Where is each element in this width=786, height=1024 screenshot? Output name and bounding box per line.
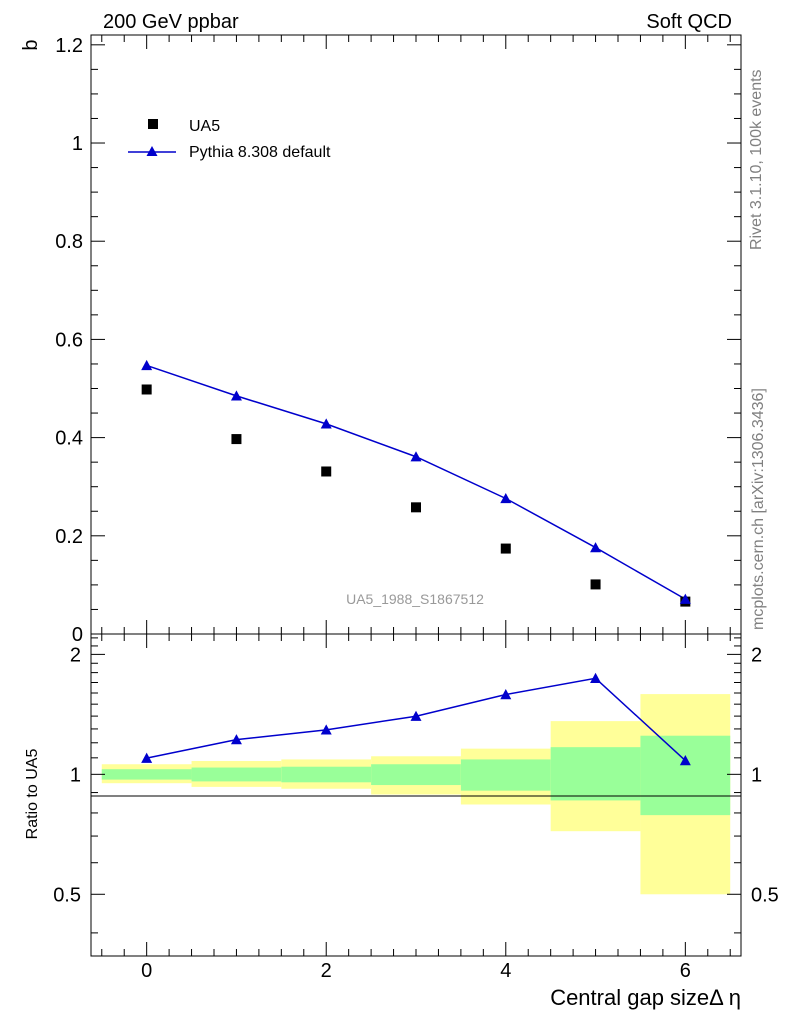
- ratio-data-marks: [141, 672, 691, 766]
- x-tick-label: 2: [321, 960, 332, 982]
- ratio-point-pythia: [679, 755, 691, 766]
- ratio-point-pythia: [410, 710, 422, 721]
- rivet-version-label: Rivet 3.1.10, 100k events: [748, 69, 765, 250]
- data-point-ua5: [500, 543, 511, 554]
- band-inner: [640, 735, 731, 816]
- band-inner: [281, 766, 372, 783]
- legend-mc-marker: [146, 146, 158, 156]
- band-inner: [191, 767, 282, 782]
- ratio-frame: [90, 633, 742, 957]
- data-point-ua5: [590, 579, 601, 590]
- ratio-point-pythia: [141, 752, 153, 763]
- band-inner: [460, 759, 551, 791]
- main-y-tick-label: 0.6: [55, 329, 83, 351]
- ratio-y-tick-label-right: 2: [751, 644, 762, 666]
- main-y-tick-label: 0.2: [55, 526, 83, 548]
- main-y-tick-label: 1: [72, 133, 83, 155]
- x-axis-label: Central gap sizeΔ η: [550, 985, 741, 1010]
- ratio-point-pythia: [230, 734, 242, 745]
- main-y-axis-label: b: [20, 39, 42, 50]
- analysis-label: UA5_1988_S1867512: [346, 591, 484, 607]
- x-tick-label: 4: [500, 960, 511, 982]
- band-inner: [550, 747, 641, 801]
- data-point-ua5: [141, 384, 152, 395]
- mc-series-line: [146, 364, 686, 600]
- ratio-point-pythia: [320, 724, 332, 735]
- legend-data-label: UA5: [189, 118, 220, 135]
- ratio-axis-ticks: 0.5 0.5 1 1 2 2 0 2 4 6: [53, 634, 779, 982]
- band-inner: [101, 769, 192, 780]
- uncertainty-bands: [101, 694, 731, 895]
- ratio-y-axis-label: Ratio to UA5: [24, 749, 41, 840]
- ratio-point-pythia: [590, 672, 602, 683]
- mc-point-pythia: [230, 390, 242, 401]
- mc-point-pythia: [320, 418, 332, 429]
- ratio-y-tick-label-right: 1: [751, 764, 762, 786]
- mc-point-pythia: [679, 593, 691, 604]
- mc-point-pythia: [590, 542, 602, 553]
- mc-point-pythia: [500, 492, 512, 504]
- ratio-y-tick-label-right: 0.5: [751, 884, 779, 906]
- main-axis-ticks: 0 0.2 0.4 0.6 0.8 1 1.2: [55, 35, 741, 646]
- main-y-tick-label: 0.4: [55, 428, 83, 450]
- ratio-point-pythia: [500, 689, 512, 700]
- x-tick-label: 6: [680, 960, 691, 982]
- data-point-ua5: [231, 434, 242, 445]
- data-point-ua5: [321, 466, 332, 477]
- ratio-y-tick-label-left: 1: [70, 764, 81, 786]
- main-panel: b UA5_1988_S1867512 UA5 Pythia 8.308 def…: [20, 34, 742, 646]
- mc-point-pythia: [410, 451, 422, 462]
- plot-title-left: 200 GeV ppbar: [103, 11, 239, 33]
- data-point-ua5: [411, 502, 421, 513]
- band-inner: [371, 764, 461, 786]
- source-label: mcplots.cern.ch [arXiv:1306.3436]: [750, 388, 767, 630]
- main-y-tick-label: 1.2: [55, 35, 83, 57]
- x-tick-label: 0: [141, 960, 152, 982]
- ratio-y-tick-label-left: 2: [70, 644, 81, 666]
- ratio-y-tick-label-left: 0.5: [53, 884, 81, 906]
- legend-mc-label: Pythia 8.308 default: [189, 144, 331, 161]
- legend: UA5 Pythia 8.308 default: [128, 118, 331, 161]
- legend-data-marker: [148, 119, 158, 129]
- mc-point-pythia: [141, 359, 153, 371]
- ratio-panel: 0.5 0.5 1 1 2 2 0 2 4 6 Ratio to UA5 Central gap …: [24, 633, 779, 1010]
- plot-title-right: Soft QCD: [646, 11, 732, 33]
- main-y-tick-label: 0: [72, 624, 83, 646]
- main-data-marks: [141, 359, 691, 607]
- main-y-tick-label: 0.8: [55, 231, 83, 253]
